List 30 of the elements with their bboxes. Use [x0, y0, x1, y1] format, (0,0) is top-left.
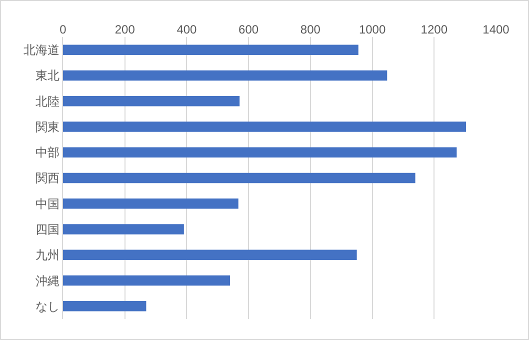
y-tick-label: 沖縄: [36, 274, 60, 288]
bar: [63, 147, 457, 158]
bar: [63, 250, 357, 260]
y-tick-label: なし: [36, 299, 60, 314]
bar: [63, 44, 358, 55]
x-tick-label: 0: [60, 22, 67, 37]
y-tick-label: 北海道: [24, 43, 60, 58]
y-tick-label: 四国: [36, 222, 60, 236]
x-tick-label: 1400: [482, 22, 510, 37]
x-tick-label: 1000: [358, 22, 386, 37]
x-tick-label: 400: [176, 22, 198, 37]
x-tick-label: 600: [238, 22, 259, 37]
y-tick-label: 北陸: [36, 94, 60, 108]
x-tick-label: 200: [114, 22, 136, 37]
bar: [63, 198, 238, 209]
y-tick-label: 関東: [36, 120, 60, 134]
x-tick-label: 1200: [420, 22, 448, 37]
bar: [63, 301, 146, 312]
bar: [63, 224, 184, 234]
y-tick-label: 関西: [36, 171, 60, 186]
bar: [63, 70, 388, 81]
bar: [63, 96, 240, 106]
y-tick-label: 中部: [36, 146, 60, 160]
y-tick-label: 東北: [36, 68, 60, 83]
x-tick-label: 800: [300, 22, 321, 37]
bar: [63, 275, 230, 286]
y-tick-label: 中国: [36, 196, 60, 211]
bar: [63, 172, 416, 184]
y-tick-label: 九州: [36, 248, 60, 262]
bar: [63, 122, 466, 132]
